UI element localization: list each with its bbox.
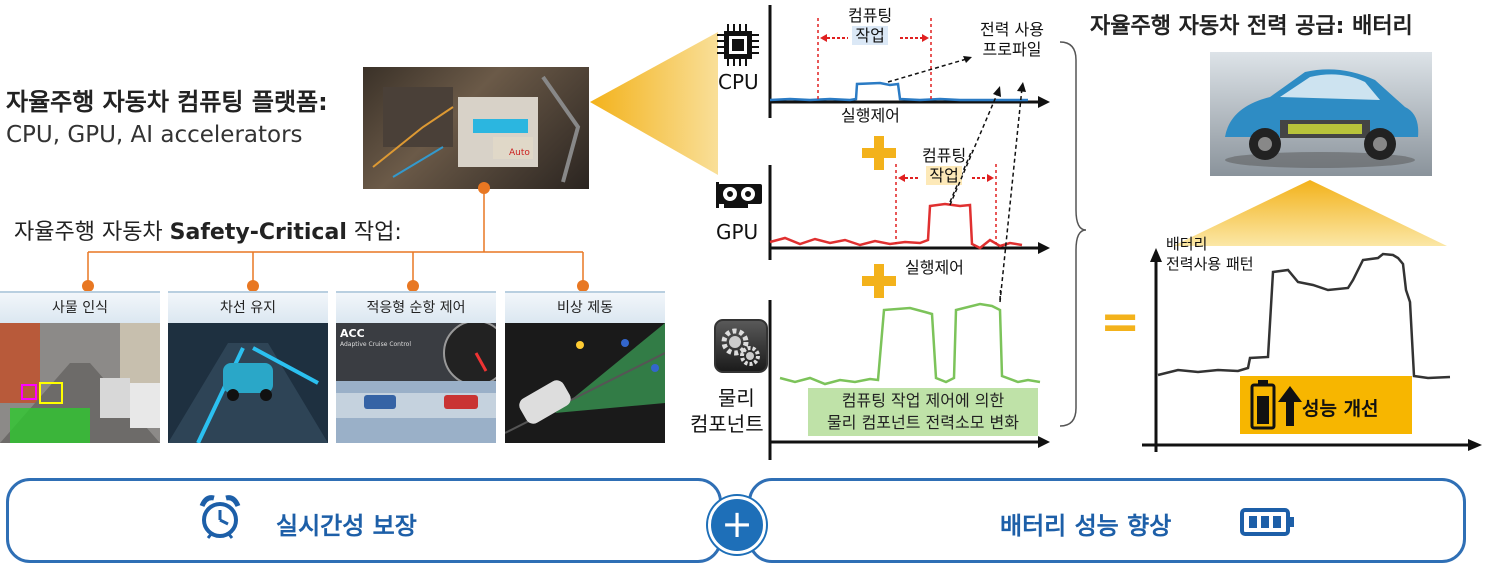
lane-keeping-image: [168, 323, 328, 443]
physical-power-chart: [768, 290, 1050, 460]
physical-label-2: 컴포넌트: [690, 412, 764, 436]
battery-level-icon: [1250, 380, 1276, 430]
task-tree-lines: [82, 182, 589, 292]
cpu-control-label: 실행제어: [841, 106, 900, 125]
gpu-label: GPU: [716, 220, 759, 244]
battery-usage-line: [1157, 252, 1451, 380]
cpu-compute-label: 컴퓨팅 작업: [848, 6, 893, 45]
physical-component-note: 컴퓨팅 작업 제어에 의한 물리 컴포넌트 전력소모 변화: [808, 388, 1038, 436]
cpu-power-line: [769, 81, 1028, 102]
task-label: 차선 유지: [168, 293, 328, 323]
battery-title: 자율주행 자동차 전력 공급: 배터리: [1090, 14, 1413, 39]
platform-subtitle: CPU, GPU, AI accelerators: [6, 122, 303, 148]
physical-label-1: 물리: [718, 386, 755, 410]
plus-circle-icon: +: [708, 496, 766, 554]
alarm-clock-icon: [199, 495, 241, 539]
battery-pattern-label: 배터리 전력사용 패턴: [1166, 235, 1254, 273]
callout-cone: [590, 32, 718, 175]
task-label: 적응형 순항 제어: [336, 293, 496, 323]
acc-label: ACC: [340, 327, 365, 340]
gpu-card-icon: [716, 182, 762, 208]
task-lane-keeping: 차선 유지: [168, 291, 328, 443]
cpu-chip-icon: [717, 24, 759, 66]
gpu-power-line: [769, 202, 1023, 250]
battery-usage-chart: [1142, 248, 1482, 452]
physical-power-line: [779, 302, 1041, 386]
gpu-control-label: 실행제어: [905, 258, 964, 277]
svg-text:Auto: Auto: [509, 148, 530, 158]
task-label: 사물 인식: [0, 293, 160, 323]
gpu-compute-label: 컴퓨팅 작업: [922, 146, 967, 185]
computing-platform-photo: Auto: [363, 67, 589, 189]
task-object-detection: 사물 인식: [0, 291, 160, 443]
equals-sign: =: [1100, 294, 1141, 350]
battery-cone: [1173, 180, 1447, 246]
adaptive-cruise-image: ACC Adaptive Cruise Control: [336, 320, 496, 443]
gears-icon: [714, 319, 768, 373]
emergency-braking-image: [505, 323, 665, 443]
task-label: 비상 제동: [505, 293, 665, 323]
up-arrow-icon: [1278, 386, 1302, 426]
battery-full-icon: [1240, 508, 1294, 536]
task-adaptive-cruise: 적응형 순항 제어 ACC Adaptive Cruise Control: [336, 291, 496, 443]
realtime-label: 실시간성 보장: [276, 512, 417, 540]
profile-arrows: [949, 82, 1026, 303]
performance-label: 성능 개선: [1302, 398, 1379, 420]
plus-icon-1: [862, 136, 896, 170]
electric-car-image: [1210, 52, 1432, 176]
cpu-power-chart: [768, 5, 1050, 118]
acc-sub: Adaptive Cruise Control: [340, 341, 412, 348]
plus-icon-2: [862, 264, 896, 298]
brace: [1059, 41, 1087, 427]
safety-title: 자율주행 자동차 Safety-Critical 작업:: [14, 220, 402, 245]
power-profile-label: 전력 사용 프로파일: [980, 20, 1044, 59]
task-emergency-braking: 비상 제동: [505, 291, 665, 443]
object-detection-image: [0, 323, 160, 443]
battery-performance-label: 배터리 성능 향상: [1000, 512, 1172, 540]
gpu-power-chart: [768, 150, 1050, 260]
platform-title: 자율주행 자동차 컴퓨팅 플랫폼:: [6, 88, 328, 116]
cpu-label: CPU: [718, 70, 759, 94]
